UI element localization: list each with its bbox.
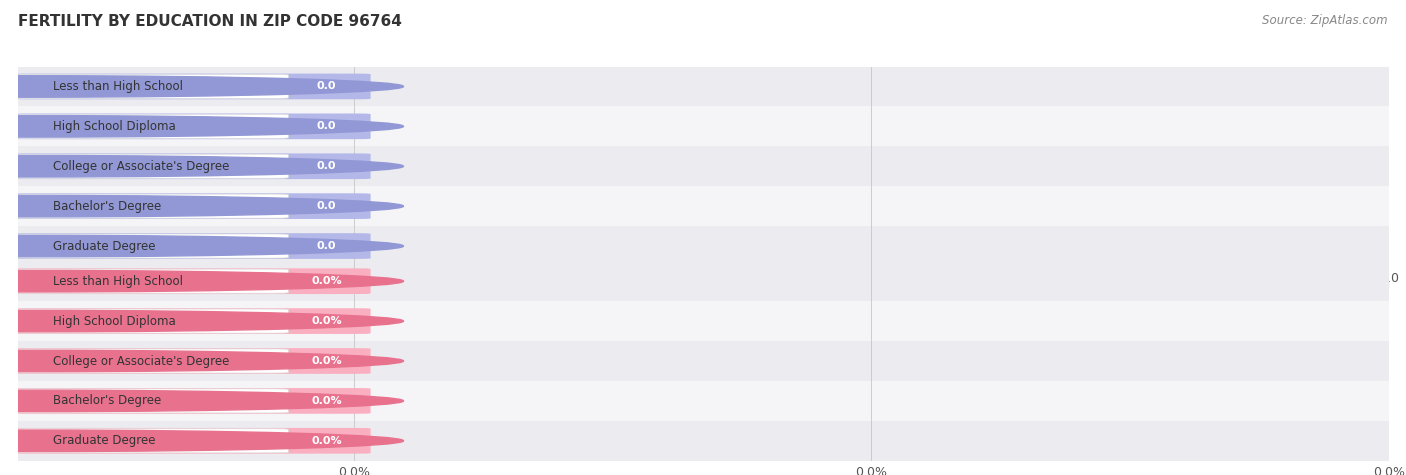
Bar <box>18 381 1389 421</box>
Text: Less than High School: Less than High School <box>52 80 183 93</box>
Text: FERTILITY BY EDUCATION IN ZIP CODE 96764: FERTILITY BY EDUCATION IN ZIP CODE 96764 <box>18 14 402 29</box>
Text: Source: ZipAtlas.com: Source: ZipAtlas.com <box>1263 14 1388 27</box>
Text: Graduate Degree: Graduate Degree <box>52 434 155 447</box>
Text: Bachelor's Degree: Bachelor's Degree <box>52 200 160 213</box>
Text: High School Diploma: High School Diploma <box>52 314 176 328</box>
Text: 0.0: 0.0 <box>316 81 336 92</box>
FancyBboxPatch shape <box>13 154 288 178</box>
FancyBboxPatch shape <box>13 269 288 293</box>
Bar <box>18 226 1389 266</box>
Text: 0.0%: 0.0% <box>311 396 342 406</box>
Text: College or Associate's Degree: College or Associate's Degree <box>52 354 229 368</box>
Circle shape <box>0 310 404 332</box>
FancyBboxPatch shape <box>13 349 288 373</box>
FancyBboxPatch shape <box>13 308 371 334</box>
FancyBboxPatch shape <box>13 114 288 138</box>
FancyBboxPatch shape <box>13 194 288 218</box>
Bar <box>18 421 1389 461</box>
Bar <box>18 186 1389 226</box>
Text: 0.0: 0.0 <box>316 241 336 251</box>
FancyBboxPatch shape <box>13 348 371 374</box>
FancyBboxPatch shape <box>13 429 288 453</box>
FancyBboxPatch shape <box>13 389 288 413</box>
Circle shape <box>0 76 404 97</box>
FancyBboxPatch shape <box>13 309 288 333</box>
FancyBboxPatch shape <box>13 193 371 219</box>
Circle shape <box>0 390 404 412</box>
Text: 0.0: 0.0 <box>316 121 336 132</box>
Text: 0.0: 0.0 <box>316 201 336 211</box>
FancyBboxPatch shape <box>13 428 371 454</box>
FancyBboxPatch shape <box>13 234 288 258</box>
Text: Less than High School: Less than High School <box>52 275 183 288</box>
FancyBboxPatch shape <box>13 233 371 259</box>
FancyBboxPatch shape <box>13 74 371 99</box>
Bar <box>18 301 1389 341</box>
FancyBboxPatch shape <box>13 388 371 414</box>
Text: Graduate Degree: Graduate Degree <box>52 239 155 253</box>
Text: 0.0%: 0.0% <box>311 316 342 326</box>
Circle shape <box>0 270 404 292</box>
Bar <box>18 66 1389 106</box>
Circle shape <box>0 195 404 217</box>
Bar <box>18 341 1389 381</box>
Bar <box>18 261 1389 301</box>
Text: 0.0%: 0.0% <box>311 436 342 446</box>
FancyBboxPatch shape <box>13 114 371 139</box>
Bar <box>18 106 1389 146</box>
FancyBboxPatch shape <box>13 153 371 179</box>
Circle shape <box>0 350 404 372</box>
FancyBboxPatch shape <box>13 268 371 294</box>
FancyBboxPatch shape <box>13 75 288 98</box>
Text: Bachelor's Degree: Bachelor's Degree <box>52 394 160 408</box>
Circle shape <box>0 115 404 137</box>
Circle shape <box>0 430 404 452</box>
Circle shape <box>0 235 404 257</box>
Text: 0.0%: 0.0% <box>311 356 342 366</box>
Bar <box>18 146 1389 186</box>
Text: 0.0%: 0.0% <box>311 276 342 286</box>
Text: College or Associate's Degree: College or Associate's Degree <box>52 160 229 173</box>
Circle shape <box>0 155 404 177</box>
Text: High School Diploma: High School Diploma <box>52 120 176 133</box>
Text: 0.0: 0.0 <box>316 161 336 171</box>
